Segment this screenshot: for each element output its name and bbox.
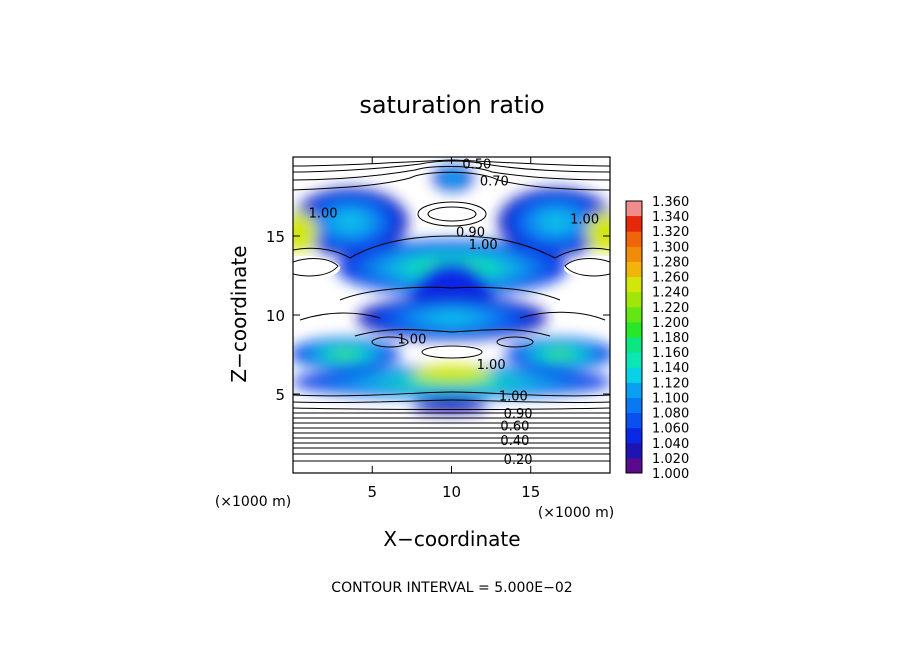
- contour-label: 0.90: [456, 225, 485, 240]
- colorbar-label: 1.040: [652, 437, 689, 452]
- x-axis-title: X−coordinate: [383, 527, 520, 551]
- colorbar-label: 1.120: [652, 376, 689, 391]
- colorbar-label: 1.180: [652, 331, 689, 346]
- colorbar-swatch: [626, 427, 642, 444]
- colorbar-swatch: [626, 442, 642, 459]
- colorbar-swatch: [626, 397, 642, 414]
- colorbar-swatch: [626, 276, 642, 293]
- contour-label: 1.00: [499, 390, 528, 405]
- colorbar-swatch: [626, 201, 642, 217]
- y-unit-label: (×1000 m): [215, 494, 291, 510]
- colorbar-swatch: [626, 367, 642, 383]
- contour-lines: [293, 159, 610, 462]
- colorbar-label: 1.360: [652, 195, 689, 210]
- y-tick-label: 15: [266, 228, 285, 246]
- colorbar-swatch: [626, 246, 642, 262]
- colorbar-frame: [625, 200, 643, 474]
- x-unit-label: (×1000 m): [538, 505, 614, 521]
- colorbar-label: 1.320: [652, 225, 689, 240]
- contour-label: 0.90: [504, 407, 533, 422]
- y-tick-label: 5: [275, 386, 285, 404]
- colorbar-swatch: [626, 216, 642, 232]
- y-axis-title: Z−coordinate: [227, 245, 251, 382]
- colorbar: 1.0001.0201.0401.0601.0801.1001.1201.140…: [625, 195, 689, 482]
- colorbar-label: 1.240: [652, 286, 689, 301]
- colorbar-swatch: [626, 412, 642, 429]
- colorbar-label: 1.160: [652, 346, 689, 361]
- colorbar-label: 1.140: [652, 361, 689, 376]
- colorbar-label: 1.220: [652, 301, 689, 316]
- y-tick-label: 10: [266, 307, 285, 325]
- colorbar-label: 1.000: [652, 467, 689, 482]
- contour-interval-note: CONTOUR INTERVAL = 5.000E−02: [331, 580, 572, 596]
- colorbar-swatch: [626, 261, 642, 278]
- colorbar-label: 1.020: [652, 452, 689, 467]
- x-tick-label: 10: [442, 483, 461, 501]
- colorbar-label: 1.280: [652, 255, 689, 270]
- colorbar-swatch: [626, 457, 642, 474]
- colorbar-label: 1.200: [652, 316, 689, 331]
- colorbar-swatch: [626, 321, 642, 338]
- colorbar-swatch: [626, 337, 642, 353]
- saturation-field: [293, 165, 610, 413]
- contour-labels: 0.500.701.00 1.000.901.001.001.001.000.90…: [309, 157, 599, 467]
- colorbar-swatch: [626, 306, 642, 323]
- contour-label: 1.00: [469, 238, 498, 253]
- colorbar-swatch: [626, 382, 642, 398]
- colorbar-label: 1.060: [652, 422, 689, 437]
- contour-label: 0.50: [462, 157, 491, 172]
- chart-title: saturation ratio: [359, 91, 544, 119]
- colorbar-label: 1.080: [652, 407, 689, 422]
- contour-label: 1.00: [477, 358, 506, 373]
- x-tick-label: 15: [521, 483, 540, 501]
- contour-label: 1.00: [570, 213, 599, 228]
- colorbar-swatch: [626, 291, 642, 308]
- colorbar-swatch: [626, 352, 642, 368]
- colorbar-label: 1.340: [652, 210, 689, 225]
- colorbar-swatch: [626, 231, 642, 247]
- contour-label: 1.00: [397, 333, 426, 348]
- contour-label: 1.00: [309, 206, 338, 221]
- contour-label: 0.20: [504, 453, 533, 468]
- axis-ticks: 5 10 15 5 10 15: [266, 157, 610, 501]
- contour-label: 0.70: [480, 175, 509, 190]
- colorbar-label: 1.100: [652, 391, 689, 406]
- x-tick-label: 5: [367, 483, 377, 501]
- colorbar-label: 1.300: [652, 240, 689, 255]
- contour-label: 0.40: [500, 434, 529, 449]
- contour-label: 0.60: [500, 420, 529, 435]
- colorbar-label: 1.260: [652, 271, 689, 286]
